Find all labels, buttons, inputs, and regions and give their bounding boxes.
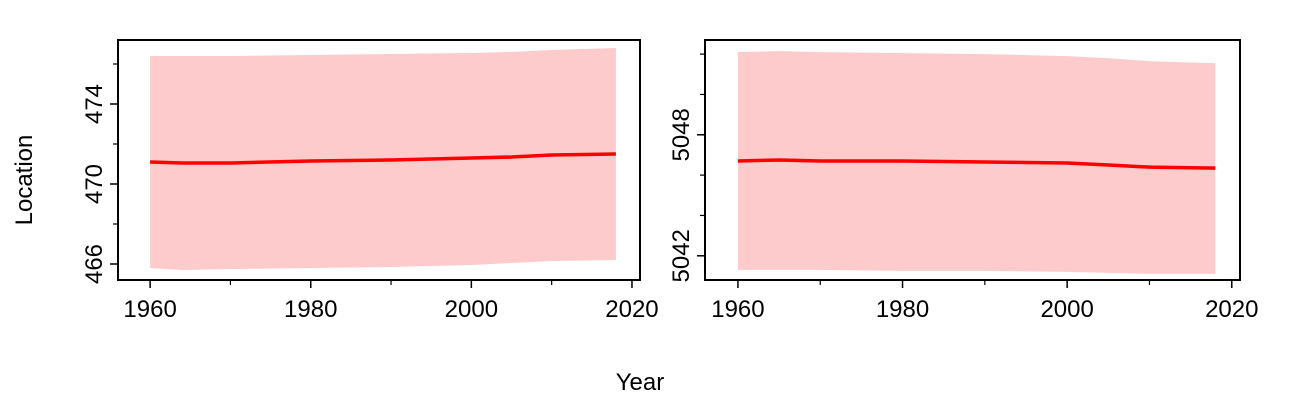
- plot-frame: [704, 39, 1241, 281]
- x-tick-label: 1980: [876, 296, 929, 323]
- y-tick-label: 466: [81, 244, 108, 284]
- x-tick-label: 2020: [1205, 296, 1258, 323]
- y-axis-title: Location: [11, 135, 38, 226]
- y-tick-label: 5042: [668, 229, 695, 282]
- panel-right: 1960 1980 2000 2020 5042 5048: [668, 39, 1258, 323]
- y-tick-label: 470: [81, 164, 108, 204]
- x-tick-label: 2000: [445, 296, 498, 323]
- y-tick-label: 5048: [668, 108, 695, 161]
- x-tick-label: 2020: [605, 296, 658, 323]
- x-axis-title: Year: [616, 369, 665, 396]
- x-tick-label: 1960: [711, 296, 764, 323]
- plot-frame: [117, 39, 641, 281]
- estimate-line: [150, 152, 616, 165]
- y-tick-label: 474: [81, 84, 108, 124]
- estimate-line: [737, 158, 1216, 170]
- x-tick-label: 1980: [284, 296, 337, 323]
- panel-left: 1960 1980 2000 2020 466 470 474: [81, 39, 659, 323]
- x-tick-label: 2000: [1040, 296, 1093, 323]
- x-tick-label: 1960: [123, 296, 176, 323]
